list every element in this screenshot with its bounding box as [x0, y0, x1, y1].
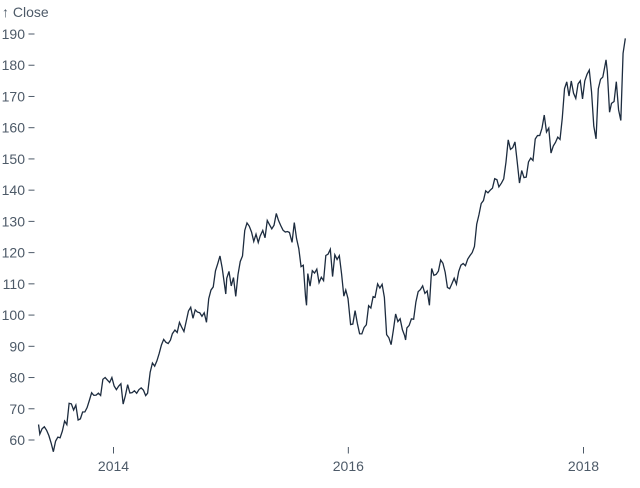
y-axis: 60 70 80 90 100 110 120 130 140 150 160 170 180 190: [2, 26, 35, 448]
price-line: [37, 38, 626, 452]
y-tick-label: 130: [2, 213, 26, 229]
y-tick-label: 180: [2, 57, 26, 73]
y-tick-label: 70: [9, 401, 25, 417]
y-axis-title: ↑ Close: [2, 4, 49, 20]
y-tick-label: 80: [9, 370, 25, 386]
y-tick-label: 120: [2, 245, 26, 261]
x-tick-label: 2018: [568, 458, 599, 474]
y-tick-label: 100: [2, 307, 26, 323]
y-tick-label: 150: [2, 151, 26, 167]
x-axis: 2014 2016 2018: [98, 447, 599, 474]
y-tick-label: 110: [3, 276, 26, 292]
y-tick-label: 60: [9, 432, 25, 448]
x-tick-label: 2016: [333, 458, 364, 474]
y-tick-label: 160: [2, 120, 26, 136]
y-tick-label: 140: [2, 182, 26, 198]
y-tick-label: 190: [2, 26, 26, 42]
y-tick-label: 90: [9, 338, 25, 354]
x-tick-label: 2014: [98, 458, 129, 474]
y-tick-label: 170: [2, 88, 26, 104]
